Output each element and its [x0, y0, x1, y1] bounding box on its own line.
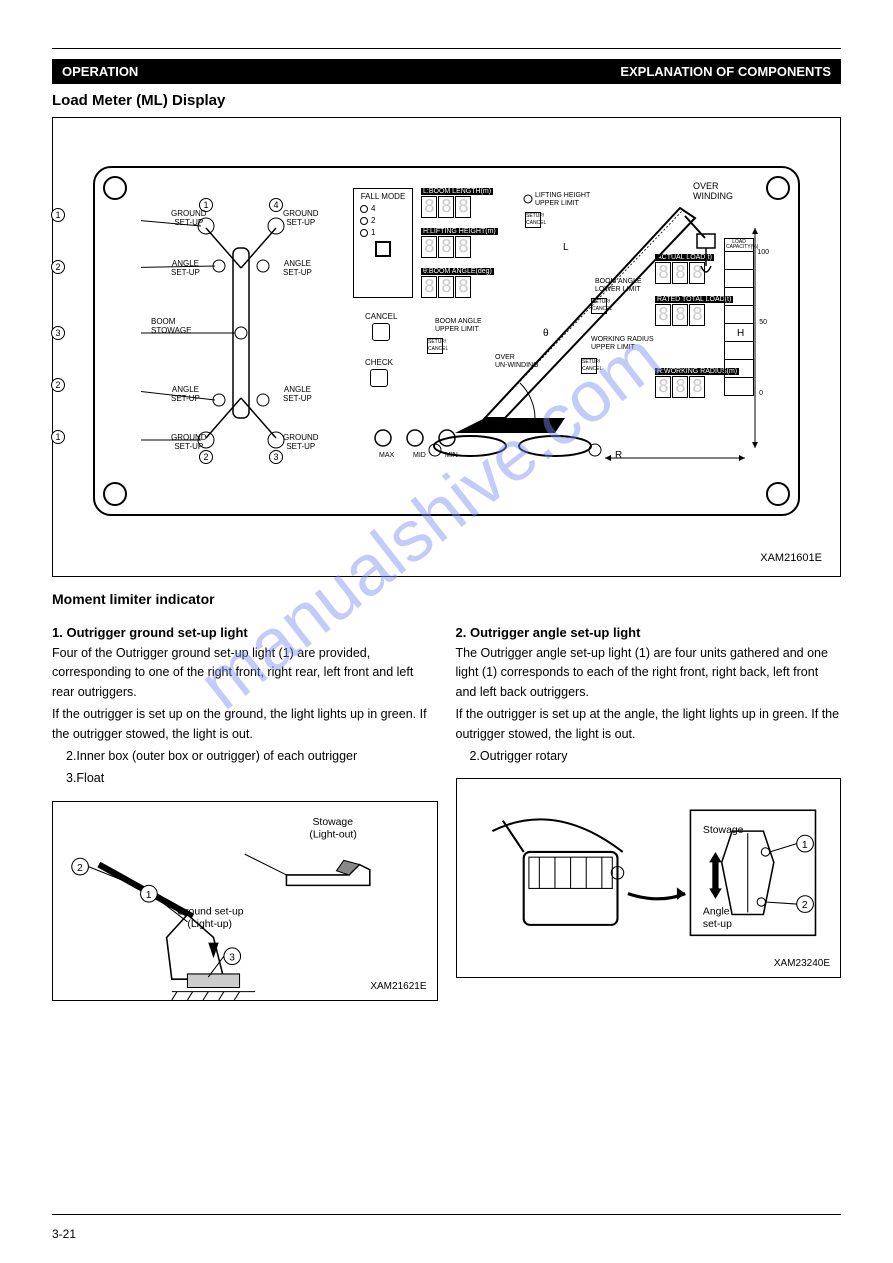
cap-mark: 50: [759, 319, 767, 326]
svg-text:Ground set-up: Ground set-up: [177, 906, 244, 917]
svg-text:1: 1: [801, 840, 807, 851]
outrigger-num: 3: [269, 450, 283, 464]
label-angle-setup: ANGLE SET-UP: [171, 260, 200, 278]
fall-mode-row: 4: [354, 203, 412, 213]
screw-icon: [103, 482, 127, 506]
cap-mark: 0: [759, 390, 763, 397]
cancel-label: CANCEL: [365, 312, 397, 321]
crane-silhouette-icon: [425, 188, 835, 498]
diagram-id: XAM21601E: [760, 552, 822, 564]
load-capacity-bar: LOAD CAPACITY(%) 100 50 0: [724, 238, 754, 396]
cancel-button-group: CANCEL: [365, 312, 397, 343]
svg-text:3: 3: [229, 952, 235, 963]
label-angle-setup: ANGLE SET-UP: [283, 386, 312, 404]
label-ground-setup: GROUND SET-UP: [283, 434, 319, 452]
label-max: MAX: [379, 452, 394, 460]
label-boom-stowage: BOOM STOWAGE: [151, 318, 191, 336]
outrigger-num: 2: [199, 450, 213, 464]
fall-mode-button[interactable]: [375, 241, 391, 257]
capacity-title: LOAD CAPACITY(%): [725, 239, 753, 251]
cancel-button[interactable]: [372, 323, 390, 341]
body-text: Four of the Outrigger ground set-up ligh…: [52, 644, 438, 702]
panel-outline: 1 4 2 3 GROUND SET-UP GROUND SET-UP ANGL…: [93, 166, 800, 516]
outrigger-ground-diagram: Stowage (Light-out) Groun: [52, 801, 438, 1001]
label-ground-setup: GROUND SET-UP: [171, 434, 207, 452]
callout-number: 2: [51, 378, 65, 392]
label-ground-setup: GROUND SET-UP: [283, 210, 319, 228]
check-button[interactable]: [370, 369, 388, 387]
screw-icon: [103, 176, 127, 200]
outrigger-angle-diagram: Stowage Angle set-up 1 2 XAM23240E: [456, 778, 842, 978]
bottom-rule: [52, 1214, 841, 1215]
callout-number: 2: [51, 260, 65, 274]
main-panel-diagram: 1 4 2 3 GROUND SET-UP GROUND SET-UP ANGL…: [52, 117, 841, 577]
top-rule: [52, 48, 841, 49]
label-mid: MID: [413, 452, 426, 460]
svg-text:1: 1: [146, 889, 152, 900]
label-ground-setup: GROUND SET-UP: [171, 210, 207, 228]
fall-mode-box: FALL MODE 4 2 1: [353, 188, 413, 298]
callout-number: 3: [51, 326, 65, 340]
fall-mode-opt: 4: [371, 204, 375, 213]
body-text: The Outrigger angle set-up light (1) are…: [456, 644, 842, 702]
fall-mode-row: 1: [354, 227, 412, 237]
body-text: If the outrigger is set up at the angle,…: [456, 705, 842, 744]
body-text: If the outrigger is set up on the ground…: [52, 705, 438, 744]
outrigger-indicator-area: 1 4 2 3 GROUND SET-UP GROUND SET-UP ANGL…: [141, 188, 341, 478]
svg-text:2: 2: [801, 900, 807, 911]
subsection-2-title: 2. Outrigger angle set-up light: [456, 625, 842, 640]
body-text: 2.Outrigger rotary: [470, 747, 842, 766]
page-number: 3-21: [52, 1227, 76, 1241]
callout-number: 1: [51, 208, 65, 222]
header-right: EXPLANATION OF COMPONENTS: [620, 64, 831, 79]
led-icon: [523, 194, 533, 204]
cap-mark: 100: [757, 249, 769, 256]
body-text: 2.Inner box (outer box or outrigger) of …: [66, 747, 438, 766]
max-mid-min-icons: [371, 428, 481, 448]
label-angle-setup: ANGLE SET-UP: [283, 260, 312, 278]
label-angle-setup: ANGLE SET-UP: [171, 386, 200, 404]
moment-indicator-title: Moment limiter indicator: [52, 591, 841, 607]
fall-mode-title: FALL MODE: [354, 192, 412, 201]
section-title: Load Meter (ML) Display: [52, 92, 841, 109]
angle-setup-svg: Stowage Angle set-up 1 2: [457, 779, 841, 977]
callout-number: 1: [51, 430, 65, 444]
svg-text:(Light-up): (Light-up): [187, 919, 232, 930]
check-button-group: CHECK: [365, 358, 393, 389]
subsection-1-title: 1. Outrigger ground set-up light: [52, 625, 438, 640]
svg-text:Angle: Angle: [702, 907, 729, 918]
svg-text:Stowage: Stowage: [312, 817, 353, 828]
svg-text:(Light-out): (Light-out): [309, 829, 356, 840]
svg-text:set-up: set-up: [702, 919, 731, 930]
header-left: OPERATION: [62, 64, 138, 79]
fall-mode-opt: 2: [371, 216, 375, 225]
fall-mode-opt: 1: [371, 228, 375, 237]
ground-setup-svg: Stowage (Light-out) Groun: [53, 802, 437, 1000]
body-text: 3.Float: [66, 769, 438, 788]
outrigger-num: 4: [269, 198, 283, 212]
diagram-id: XAM23240E: [774, 958, 830, 969]
svg-text:2: 2: [77, 862, 83, 873]
check-label: CHECK: [365, 358, 393, 367]
fall-mode-row: 2: [354, 215, 412, 225]
diagram-id: XAM21621E: [370, 981, 426, 992]
svg-text:Stowage: Stowage: [702, 825, 743, 836]
header-bar: OPERATION EXPLANATION OF COMPONENTS: [52, 59, 841, 84]
